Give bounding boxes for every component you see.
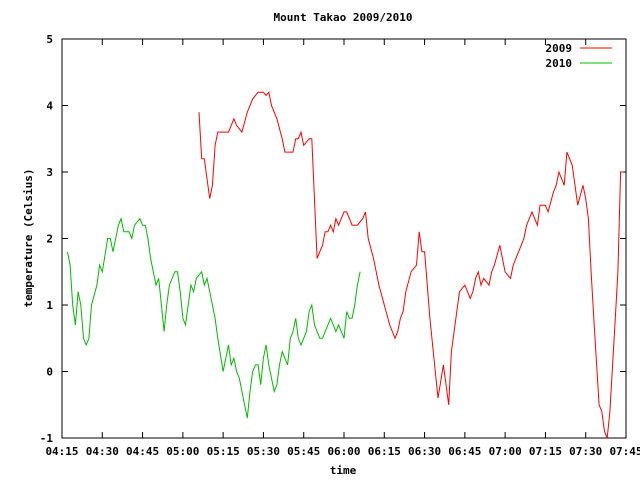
x-tick-label: 06:30 [408, 445, 441, 458]
series-group [66, 91, 624, 439]
y-tick-label: 2 [46, 233, 53, 246]
legend-label: 2010 [546, 57, 573, 70]
legend: 2009 2010 [546, 42, 612, 70]
x-tick-label: 07:45 [609, 445, 640, 458]
x-tick-label: 05:30 [247, 445, 280, 458]
x-tick-label: 06:45 [448, 445, 481, 458]
x-axis: 04:15 04:30 04:45 05:00 05:15 05:30 05:45 06:00… [45, 39, 640, 458]
y-tick-label: 3 [46, 166, 53, 179]
y-tick-label: -1 [40, 432, 54, 445]
legend-label: 2009 [546, 42, 573, 55]
x-tick-label: 04:30 [86, 445, 119, 458]
y-tick-label: 1 [46, 299, 53, 312]
x-tick-label: 05:00 [166, 445, 199, 458]
y-axis-label: temperature (Celsius) [22, 168, 35, 307]
chart-title: Mount Takao 2009/2010 [273, 11, 412, 24]
x-tick-label: 06:15 [368, 445, 401, 458]
x-tick-label: 05:15 [207, 445, 240, 458]
x-tick-label: 04:15 [45, 445, 78, 458]
x-axis-label: time [330, 464, 357, 477]
x-tick-label: 07:00 [489, 445, 522, 458]
x-tick-label: 06:00 [327, 445, 360, 458]
x-tick-label: 05:45 [287, 445, 320, 458]
x-tick-label: 07:30 [569, 445, 602, 458]
x-tick-label: 04:45 [126, 445, 159, 458]
x-tick-label: 07:15 [529, 445, 562, 458]
y-tick-label: 4 [46, 100, 53, 113]
y-axis: -1 0 1 2 3 4 5 [40, 33, 626, 445]
y-tick-label: 5 [46, 33, 53, 46]
series-line-2009 [198, 91, 624, 439]
series-line-2010 [66, 216, 361, 419]
y-tick-label: 0 [46, 366, 53, 379]
plot-frame [61, 38, 627, 439]
